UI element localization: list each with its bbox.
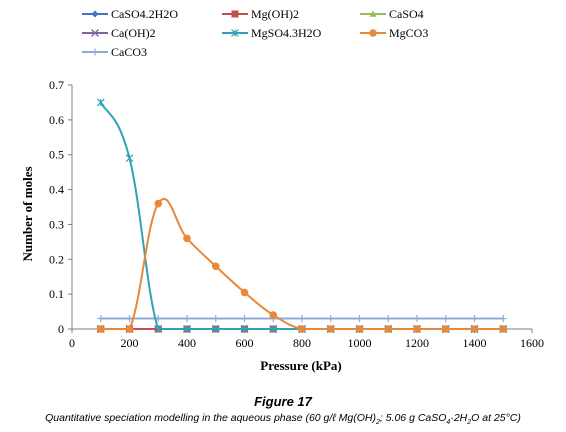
data-point: [240, 288, 249, 297]
legend: CaSO4.2H2O Mg(OH)2 CaSO4 Ca(OH)2 MgSO4.3H2O M…: [82, 7, 428, 59]
data-point: [269, 311, 278, 319]
data-point: [499, 315, 507, 323]
legend-label: MgCO3: [389, 26, 428, 40]
series-mgso4-3h2o: [96, 98, 508, 333]
y-tick-label: 0.6: [49, 113, 64, 127]
legend-label: Ca(OH)2: [111, 26, 156, 40]
data-point: [470, 325, 479, 333]
y-tick-label: 0: [58, 322, 64, 336]
x-axis-label: Pressure (kPa): [260, 358, 341, 373]
legend-label: CaCO3: [111, 45, 147, 59]
data-point: [499, 325, 508, 333]
y-tick-label: 0.1: [49, 287, 64, 301]
data-point: [356, 315, 363, 323]
data-point: [355, 325, 364, 333]
legend-label: CaSO4.2H2O: [111, 7, 178, 21]
figure-caption: Quantitative speciation modelling in the…: [0, 412, 566, 426]
data-point: [269, 325, 278, 333]
series-mgco3: [96, 198, 508, 333]
y-axis-label: Number of moles: [20, 166, 35, 261]
legend-item-mg-oh-2: Mg(OH)2: [222, 7, 299, 21]
x-tick-label: 1400: [463, 336, 487, 350]
y-tick-label: 0.5: [49, 148, 64, 162]
legend-item-caco3: CaCO3: [82, 45, 147, 59]
x-tick-label: 800: [293, 336, 311, 350]
legend-label: MgSO4.3H2O: [251, 26, 322, 40]
y-tick-label: 0.4: [49, 183, 64, 197]
data-point: [441, 325, 450, 333]
caption-part-1: Quantitative speciation modelling in the…: [45, 412, 376, 424]
data-point: [211, 325, 220, 333]
data-point: [96, 325, 105, 333]
caption-part-2: ; 5.06 g CaSO: [379, 412, 447, 424]
series-line-mgco3: [100, 198, 504, 330]
legend-marker: [369, 29, 377, 37]
x-tick-label: 1000: [348, 336, 372, 350]
x-tick-label: 1600: [520, 336, 544, 350]
x-tick-label: 600: [236, 336, 254, 350]
legend-marker: [231, 29, 239, 37]
series-line-mgso4-3h2o: [99, 101, 504, 330]
figure-title: Figure 17: [254, 394, 312, 409]
data-point: [126, 315, 133, 323]
legend-marker: [91, 10, 99, 18]
data-point: [183, 325, 191, 333]
line-chart: CaSO4.2H2O Mg(OH)2 CaSO4 Ca(OH)2 MgSO4.3H2O M…: [20, 7, 544, 373]
data-point: [211, 262, 220, 271]
legend-item-mgco3: MgCO3: [360, 26, 428, 40]
y-tick-label: 0.3: [49, 217, 64, 231]
legend-marker: [91, 29, 99, 37]
caption-sub-1: 2: [375, 419, 380, 427]
data-point: [327, 315, 335, 323]
data-point: [298, 325, 306, 333]
legend-label: Mg(OH)2: [251, 7, 299, 21]
legend-marker: [231, 10, 239, 18]
caption-part-3: ·2H: [450, 412, 468, 424]
data-point: [183, 315, 191, 323]
legend-label: CaSO4: [389, 7, 424, 21]
axes: 0 0.1 0.2 0.3 0.4 0.5 0.6 0.7 0 200 400 600 800 1000 1…: [49, 78, 544, 350]
series-caco3: [97, 315, 507, 323]
caption-sub-3: 2: [467, 419, 472, 427]
data-point: [125, 154, 134, 163]
data-point: [384, 325, 393, 333]
data-point: [326, 325, 335, 333]
data-point: [442, 315, 450, 323]
data-point: [154, 325, 163, 333]
data-point: [125, 325, 134, 333]
data-point: [241, 315, 248, 323]
x-tick-label: 400: [178, 336, 196, 350]
data-point: [384, 315, 392, 323]
y-tick-label: 0.7: [49, 78, 64, 92]
data-point: [413, 325, 421, 333]
y-tick-label: 0.2: [49, 252, 64, 266]
legend-item-caso4: CaSO4: [360, 7, 424, 21]
data-point: [240, 325, 249, 333]
caption-sub-2: 4: [446, 419, 451, 427]
legend-item-ca-oh-2: Ca(OH)2: [82, 26, 156, 40]
data-point: [413, 315, 421, 323]
data-point: [97, 315, 105, 323]
legend-item-mgso4-3h2o: MgSO4.3H2O: [222, 26, 322, 40]
data-point: [298, 315, 306, 323]
data-point: [96, 98, 105, 107]
legend-marker: [369, 10, 377, 17]
data-point: [183, 234, 191, 243]
legend-item-caso4-2h2o: CaSO4.2H2O: [82, 7, 178, 21]
plot-area: [96, 98, 508, 333]
x-tick-label: 200: [121, 336, 139, 350]
caption-part-4: O at 25°C): [471, 412, 521, 424]
legend-marker: [91, 48, 99, 56]
x-tick-label: 1200: [405, 336, 429, 350]
x-tick-label: 0: [69, 336, 75, 350]
marker-stroke: [91, 29, 99, 37]
data-point: [471, 315, 478, 323]
data-point: [212, 315, 220, 323]
data-point: [154, 199, 163, 208]
